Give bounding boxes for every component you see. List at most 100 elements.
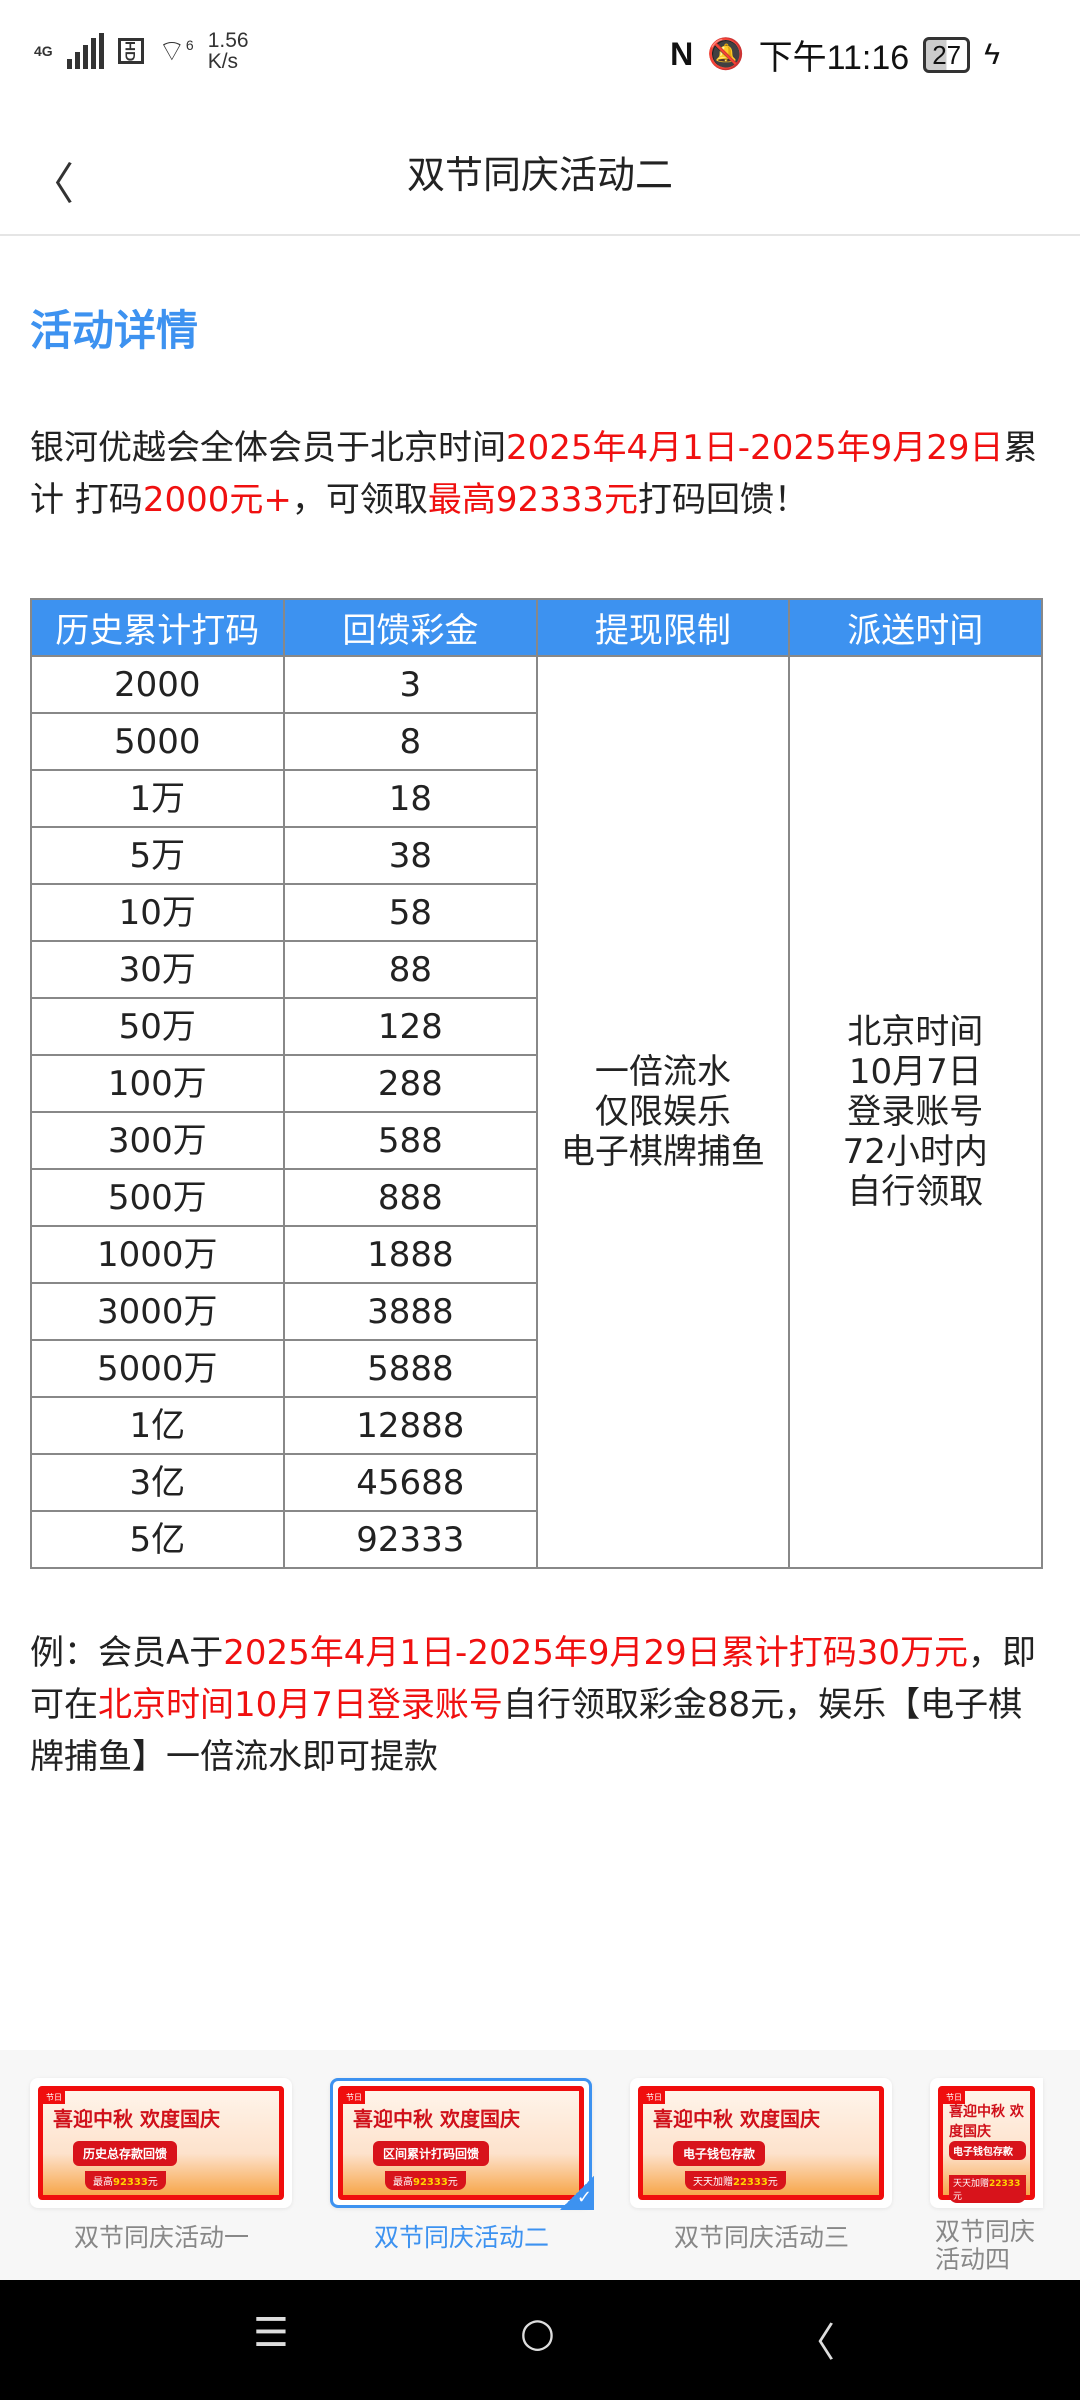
example-text: 例：会员A于2025年4月1日-2025年9月29日累计打码30万元，即可在北京… [30,1633,1037,1777]
banner-title: 喜迎中秋 欢度国庆 [949,2104,1024,2140]
activity-carousel[interactable]: 节日 喜迎中秋 欢度国庆 历史总存款回馈 最高92333元 双节同庆活动一 节日… [0,2050,1080,2280]
bonus-cell: 88 [282,940,539,999]
turnover-cell: 1000万 [30,1225,285,1284]
turnover-cell: 5亿 [30,1510,285,1569]
activity-banner: 节日 喜迎中秋 欢度国庆 电子钱包存款 天天加赠22333元 [938,2086,1035,2203]
festival-tag: 节日 [943,2091,965,2104]
col-header: 派送时间 [787,598,1044,657]
bonus-cell: 18 [282,769,539,828]
banner-title: 喜迎中秋 欢度国庆 [653,2107,820,2131]
turnover-cell: 1亿 [30,1396,285,1455]
home-button[interactable]: ○ [520,2310,555,2356]
bonus-cell: 45688 [282,1453,539,1512]
app-header: 〈 双节同庆活动二 [0,100,1080,236]
turnover-cell: 1万 [30,769,285,828]
check-icon: ✓ [560,2176,594,2210]
delivery-time-cell: 北京时间 10月7日 登录账号 72小时内 自行领取 [787,655,1044,1569]
bonus-cell: 128 [282,997,539,1056]
activity-banner: 节日 喜迎中秋 欢度国庆 历史总存款回馈 最高92333元 [38,2086,284,2200]
intro-text: 银河优越会全体会员于北京时间2025年4月1日-2025年9月29日累计 打码2… [30,428,1038,520]
table-row: 500万 888 [30,1168,1042,1227]
table-row: 5000 8 [30,712,1042,771]
activity-card[interactable]: 节日 喜迎中秋 欢度国庆 区间累计打码回馈 最高92333元 ✓ [330,2078,594,2210]
limit-line: 电子棋牌捕鱼 [560,1132,765,1172]
banner-pill: 区间累计打码回馈 [373,2141,490,2166]
activity-card-label[interactable]: 双节同庆活动二 [374,2223,550,2252]
table-row: 3亿 45688 [30,1453,1042,1512]
table-row: 2000 3 一倍流水 仅限娱乐 电子棋牌捕鱼 北京时间 10月7日 登录账号 72小时内 自行领… [30,655,1044,1569]
banner-sub: 最高92333元 [85,2171,166,2190]
bonus-cell: 1888 [282,1225,539,1284]
turnover-cell: 10万 [30,883,285,942]
system-nav-bar: ☰ ○ 〈 [0,2280,1080,2400]
table-row: 1亿 12888 [30,1396,1042,1455]
bonus-cell: 588 [282,1111,539,1170]
col-header: 历史累计打码 [30,598,285,657]
time-line: 自行领取 [847,1172,984,1212]
nfc-icon: N [670,36,694,72]
bonus-cell: 92333 [282,1510,539,1569]
table-row: 5万 38 [30,826,1042,885]
banner-pill: 电子钱包存款 [949,2141,1026,2160]
banner-sub: 天天加赠22333元 [949,2175,1026,2203]
table-row: 3000万 3888 [30,1282,1042,1341]
festival-tag: 节日 [43,2091,65,2104]
activity-card-label[interactable]: 双节同庆活动四 [935,2217,1036,2274]
bonus-cell: 38 [282,826,539,885]
bonus-cell: 12888 [282,1396,539,1455]
activity-card-label[interactable]: 双节同庆活动一 [74,2223,250,2252]
col-header: 提现限制 [536,598,790,657]
bonus-cell: 288 [282,1054,539,1113]
bonus-cell: 58 [282,883,539,942]
table-row: 300万 588 [30,1111,1042,1170]
time-line: 登录账号 [847,1092,984,1132]
bonus-cell: 888 [282,1168,539,1227]
turnover-cell: 3000万 [30,1282,285,1341]
limit-line: 一倍流水 [594,1052,731,1092]
activity-banner: 节日 喜迎中秋 欢度国庆 电子钱包存款 天天加赠22333元 [638,2086,884,2200]
turnover-cell: 100万 [30,1054,285,1113]
banner-sub: 天天加赠22333元 [685,2171,786,2190]
banner-title: 喜迎中秋 欢度国庆 [53,2107,220,2131]
network-speed: 1.56 K/s [207,29,249,73]
turnover-cell: 30万 [30,940,285,999]
rebate-table: 历史累计打码 回馈彩金 提现限制 派送时间 2000 3 一倍流水 仅限娱乐 电子棋牌捕… [30,598,1044,1569]
menu-button[interactable]: ☰ [253,2310,289,2356]
table-row: 1万 18 [30,769,1042,828]
banner-sub: 最高92333元 [385,2171,466,2190]
activity-card-label[interactable]: 双节同庆活动三 [674,2223,850,2252]
table-row: 10万 58 [30,883,1042,942]
banner-title: 喜迎中秋 欢度国庆 [353,2107,520,2131]
mute-icon: 🔕 [707,38,745,71]
table-row: 5000万 5888 [30,1339,1042,1398]
table-row: 50万 128 [30,997,1042,1056]
back-nav-button[interactable]: 〈 [795,2320,835,2366]
activity-card[interactable]: 节日 喜迎中秋 欢度国庆 历史总存款回馈 最高92333元 [30,2078,292,2208]
bonus-cell: 3888 [282,1282,539,1341]
turnover-cell: 5万 [30,826,285,885]
turnover-cell: 300万 [30,1111,285,1170]
signal-icon [66,33,104,69]
time-line: 北京时间 [847,1012,984,1052]
festival-tag: 节日 [343,2091,365,2104]
table-row: 5亿 92333 [30,1510,1042,1569]
bonus-cell: 3 [282,655,539,714]
banner-pill: 电子钱包存款 [673,2141,766,2166]
turnover-cell: 50万 [30,997,285,1056]
turnover-cell: 500万 [30,1168,285,1227]
activity-card[interactable]: 节日 喜迎中秋 欢度国庆 电子钱包存款 天天加赠22333元 [930,2078,1043,2208]
activity-banner: 节日 喜迎中秋 欢度国庆 区间累计打码回馈 最高92333元 [338,2086,584,2200]
page-title: 双节同庆活动二 [406,153,673,197]
time-line: 10月7日 [848,1052,982,1092]
col-header: 回馈彩金 [282,598,539,657]
back-button[interactable]: 〈 [30,159,74,210]
status-bar: 4G HD ⌔6 1.56 K/s N 🔕 下午11:16 27 ϟ [0,0,1080,100]
section-title: 活动详情 [30,306,199,355]
clock: 下午11:16 [758,39,910,77]
activity-card[interactable]: 节日 喜迎中秋 欢度国庆 电子钱包存款 天天加赠22333元 [630,2078,892,2208]
limit-line: 仅限娱乐 [594,1092,731,1132]
table-row: 100万 288 [30,1054,1042,1113]
withdraw-limit-cell: 一倍流水 仅限娱乐 电子棋牌捕鱼 [536,655,790,1569]
banner-pill: 历史总存款回馈 [73,2141,178,2166]
battery-icon: 27 [923,36,971,73]
